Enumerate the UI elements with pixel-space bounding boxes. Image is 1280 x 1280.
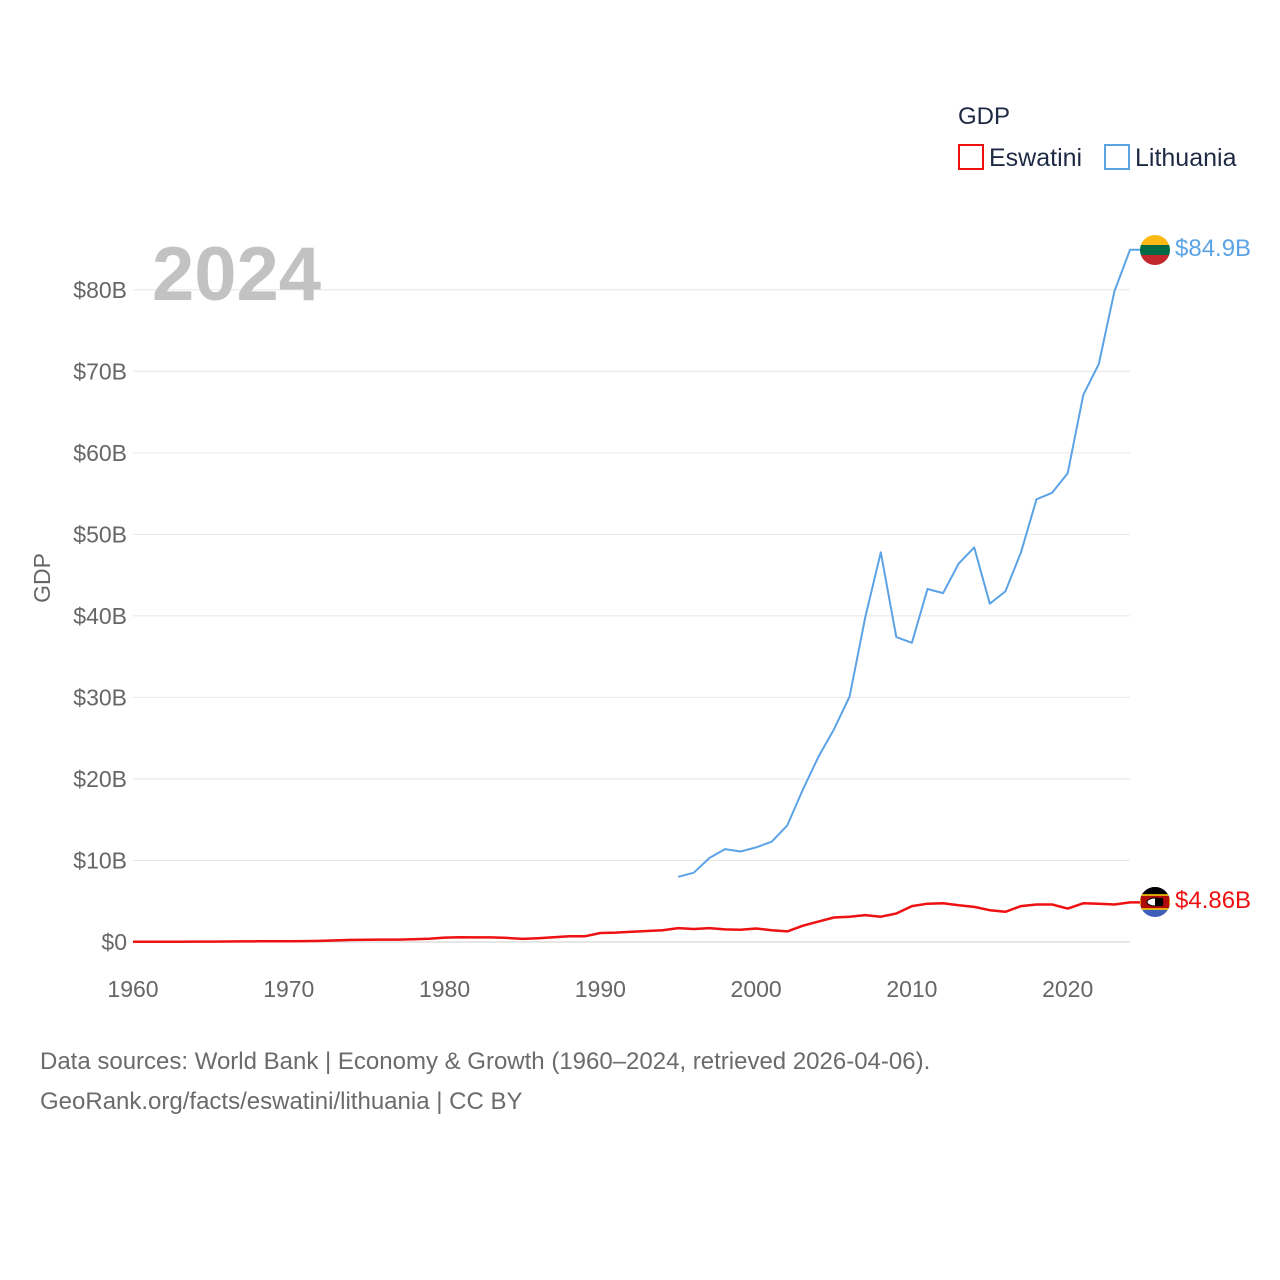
eswatini-flag-icon (1140, 887, 1170, 917)
gridlines (133, 289, 1130, 943)
legend-swatch-lithuania (1104, 144, 1130, 170)
x-tick-label: 1960 (107, 976, 158, 1002)
end-label-lithuania: $84.9B (1175, 235, 1251, 262)
legend[interactable]: GDP Eswatini Lithuania (958, 103, 1237, 172)
y-axis-ticks: $0 $10B $20B $30B $40B $50B $60B $70B $80B (73, 277, 127, 955)
x-tick-label: 2020 (1042, 976, 1093, 1002)
y-tick-label: $60B (73, 440, 127, 466)
y-tick-label: $50B (73, 521, 127, 547)
legend-item-eswatini[interactable]: Eswatini (958, 144, 1082, 172)
series-line-lithuania (677, 248, 1141, 878)
lithuania-flag-icon (1140, 235, 1170, 265)
x-tick-label: 1980 (419, 976, 470, 1002)
y-tick-label: $80B (73, 277, 127, 303)
series-line-eswatini (132, 901, 1141, 944)
series-lines (132, 248, 1141, 944)
legend-item-lithuania[interactable]: Lithuania (1104, 144, 1237, 172)
y-tick-label: $10B (73, 847, 127, 873)
y-tick-label: $70B (73, 358, 127, 384)
legend-swatch-eswatini (958, 144, 984, 170)
y-tick-label: $40B (73, 603, 127, 629)
y-tick-label: $30B (73, 684, 127, 710)
end-label-eswatini: $4.86B (1175, 887, 1251, 914)
y-tick-label: $20B (73, 766, 127, 792)
y-tick-label: $0 (101, 929, 127, 955)
credit-line[interactable]: GeoRank.org/facts/eswatini/lithuania | C… (40, 1088, 523, 1115)
x-tick-label: 1970 (263, 976, 314, 1002)
current-year-label: 2024 (152, 232, 321, 317)
y-axis-label: GDP (29, 553, 55, 603)
legend-label-lithuania: Lithuania (1135, 144, 1237, 172)
x-axis-ticks: 1960 1970 1980 1990 2000 2010 2020 (107, 976, 1093, 1002)
x-tick-label: 1990 (575, 976, 626, 1002)
legend-label-eswatini: Eswatini (989, 144, 1082, 172)
source-line: Data sources: World Bank | Economy & Gro… (40, 1048, 931, 1075)
x-tick-label: 2010 (886, 976, 937, 1002)
x-tick-label: 2000 (731, 976, 782, 1002)
legend-title: GDP (958, 103, 1010, 130)
data-source-note: Data sources: World Bank | Economy & Gro… (40, 1042, 930, 1122)
